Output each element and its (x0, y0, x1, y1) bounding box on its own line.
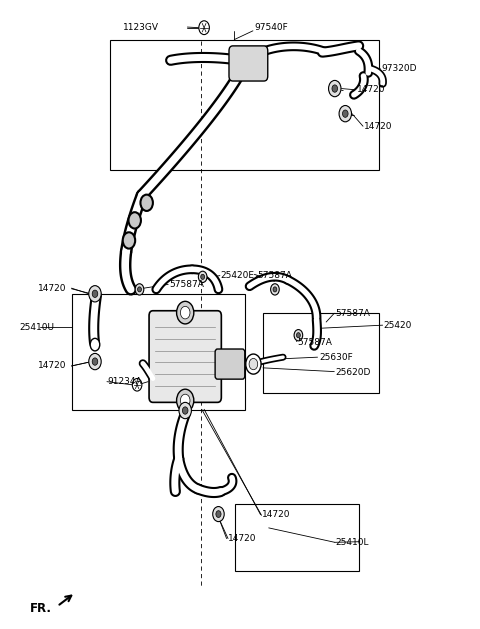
Text: 14720: 14720 (38, 362, 67, 370)
Circle shape (92, 290, 98, 298)
Text: 25420: 25420 (384, 321, 412, 330)
Circle shape (177, 389, 194, 412)
Circle shape (89, 353, 101, 370)
FancyBboxPatch shape (149, 311, 221, 403)
Text: 97320D: 97320D (381, 64, 417, 73)
Circle shape (246, 354, 261, 374)
Circle shape (332, 85, 337, 92)
Text: 14720: 14720 (262, 509, 290, 518)
Circle shape (343, 110, 348, 118)
Circle shape (339, 106, 351, 122)
Circle shape (141, 194, 153, 211)
Text: 14720: 14720 (228, 534, 256, 543)
Text: 1123GV: 1123GV (122, 23, 158, 31)
Text: 25420E: 25420E (221, 271, 255, 280)
Circle shape (249, 359, 258, 370)
Text: 91234A: 91234A (107, 377, 142, 386)
Text: 25410U: 25410U (20, 323, 55, 331)
FancyBboxPatch shape (229, 46, 268, 81)
Text: 14720: 14720 (364, 122, 393, 131)
Circle shape (132, 379, 142, 391)
Circle shape (129, 212, 141, 228)
Circle shape (89, 286, 101, 302)
Circle shape (135, 284, 144, 295)
Text: 25620D: 25620D (336, 368, 371, 377)
Text: 97540F: 97540F (254, 23, 288, 31)
Text: 57587A: 57587A (169, 280, 204, 289)
Circle shape (180, 306, 190, 319)
Circle shape (182, 407, 188, 414)
Text: 57587A: 57587A (258, 271, 293, 280)
Circle shape (273, 287, 277, 292)
Circle shape (179, 403, 192, 419)
Bar (72, 294, 245, 410)
Circle shape (216, 511, 221, 518)
Circle shape (201, 274, 204, 279)
Text: 25410L: 25410L (336, 538, 369, 547)
Circle shape (198, 271, 207, 282)
Circle shape (199, 21, 209, 35)
Text: 57587A: 57587A (336, 309, 371, 318)
Bar (110, 40, 379, 170)
Bar (263, 313, 379, 393)
Text: 14720: 14720 (357, 86, 386, 94)
FancyBboxPatch shape (215, 349, 245, 379)
Bar (235, 504, 359, 571)
Text: FR.: FR. (29, 602, 51, 615)
Circle shape (123, 232, 135, 248)
Circle shape (297, 333, 300, 338)
Circle shape (213, 506, 224, 521)
Text: 57587A: 57587A (298, 338, 332, 347)
Circle shape (177, 301, 194, 324)
Circle shape (271, 284, 279, 295)
Circle shape (180, 394, 190, 407)
Circle shape (138, 287, 142, 292)
Text: 25630F: 25630F (319, 353, 353, 362)
Text: 14720: 14720 (38, 284, 67, 292)
Circle shape (92, 358, 98, 365)
Circle shape (294, 330, 303, 341)
Circle shape (328, 81, 341, 97)
Circle shape (90, 338, 100, 351)
